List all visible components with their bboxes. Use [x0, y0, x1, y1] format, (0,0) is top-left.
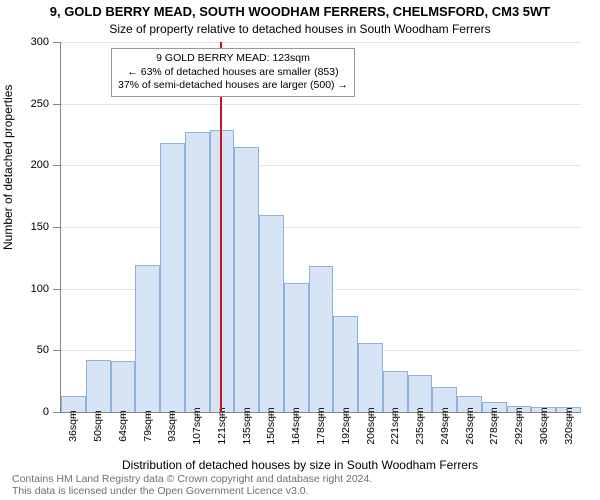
x-tick-label: 235sqm	[414, 407, 426, 444]
y-tick-label: 50	[37, 344, 49, 356]
x-tick-label: 164sqm	[290, 407, 302, 444]
y-axis-label: Number of detached properties	[1, 85, 15, 250]
y-tick	[53, 350, 61, 351]
x-tick-label: 292sqm	[513, 407, 525, 444]
y-tick-label: 150	[31, 221, 49, 233]
footer-attribution: Contains HM Land Registry data © Crown c…	[12, 473, 372, 498]
y-tick-label: 200	[31, 159, 49, 171]
x-tick-label: 306sqm	[538, 407, 550, 444]
grid-line	[61, 104, 581, 105]
histogram-bar	[333, 316, 358, 412]
footer-line-1: Contains HM Land Registry data © Crown c…	[12, 473, 372, 486]
histogram-bar	[259, 215, 284, 412]
histogram-bar	[383, 371, 408, 412]
histogram-bar	[86, 360, 111, 412]
x-tick-label: 64sqm	[117, 410, 129, 442]
x-tick-label: 249sqm	[439, 407, 451, 444]
grid-line	[61, 165, 581, 166]
histogram-bar	[309, 266, 334, 412]
x-tick-label: 178sqm	[315, 407, 327, 444]
histogram-bar	[284, 283, 309, 413]
chart-subtitle: Size of property relative to detached ho…	[0, 22, 600, 36]
y-tick	[53, 227, 61, 228]
x-tick-label: 192sqm	[340, 407, 352, 444]
x-tick-label: 278sqm	[488, 407, 500, 444]
grid-line	[61, 42, 581, 43]
x-tick-label: 206sqm	[365, 407, 377, 444]
y-tick-label: 0	[43, 406, 49, 418]
y-tick	[53, 104, 61, 105]
property-marker-line	[220, 42, 222, 412]
x-tick-label: 221sqm	[389, 407, 401, 444]
y-tick	[53, 42, 61, 43]
annotation-box: 9 GOLD BERRY MEAD: 123sqm ← 63% of detac…	[111, 48, 355, 97]
x-tick-label: 263sqm	[464, 407, 476, 444]
x-tick-label: 36sqm	[67, 410, 79, 442]
histogram-bar	[358, 343, 383, 412]
chart-container: 9, GOLD BERRY MEAD, SOUTH WOODHAM FERRER…	[0, 0, 600, 500]
x-tick-label: 320sqm	[563, 407, 575, 444]
histogram-bar	[111, 361, 136, 412]
y-tick-label: 300	[31, 36, 49, 48]
y-tick	[53, 165, 61, 166]
histogram-bar	[234, 147, 259, 412]
x-tick-label: 50sqm	[92, 410, 104, 442]
x-tick-label: 121sqm	[216, 407, 228, 444]
y-tick-label: 100	[31, 283, 49, 295]
grid-line	[61, 227, 581, 228]
histogram-bar	[185, 132, 210, 412]
annotation-line-3: 37% of semi-detached houses are larger (…	[118, 79, 348, 93]
x-axis-label: Distribution of detached houses by size …	[0, 458, 600, 472]
x-tick-label: 79sqm	[142, 410, 154, 442]
x-tick-label: 135sqm	[241, 407, 253, 444]
footer-line-2: This data is licensed under the Open Gov…	[12, 485, 372, 498]
x-tick-label: 107sqm	[191, 407, 203, 444]
histogram-bar	[160, 143, 185, 412]
chart-title: 9, GOLD BERRY MEAD, SOUTH WOODHAM FERRER…	[0, 4, 600, 19]
x-tick-label: 150sqm	[265, 407, 277, 444]
y-tick	[53, 412, 61, 413]
histogram-bar	[135, 265, 160, 412]
y-tick	[53, 289, 61, 290]
x-tick-label: 93sqm	[166, 410, 178, 442]
y-tick-label: 250	[31, 98, 49, 110]
annotation-line-1: 9 GOLD BERRY MEAD: 123sqm	[118, 52, 348, 66]
annotation-line-2: ← 63% of detached houses are smaller (85…	[118, 66, 348, 80]
plot-area: 05010015020025030036sqm50sqm64sqm79sqm93…	[60, 42, 581, 413]
